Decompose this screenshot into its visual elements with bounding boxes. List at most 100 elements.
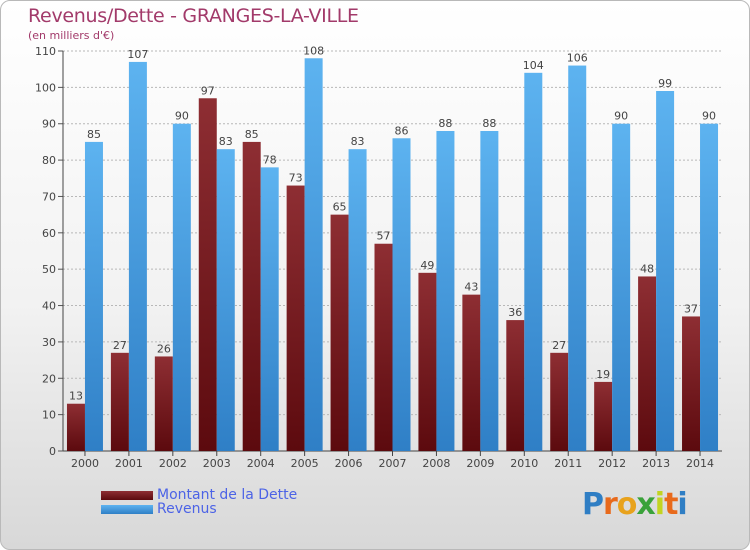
logo-letter: o [616,487,638,522]
debt-value-label: 19 [596,368,610,381]
y-tick-label: 110 [35,45,56,58]
debt-value-label: 43 [464,281,478,294]
logo-letter: t [664,487,678,522]
x-tick-label: 2013 [642,457,670,470]
x-tick-label: 2002 [159,457,187,470]
debt-bar [198,98,217,451]
y-tick-label: 70 [42,190,56,203]
x-tick-label: 2008 [422,457,450,470]
legend-swatch-debt [101,491,153,500]
debt-value-label: 26 [157,342,171,355]
revenus-value-label: 88 [438,117,452,130]
chart-subtitle: (en milliers d'€) [28,29,115,42]
revenus-value-label: 90 [614,110,628,123]
x-tick-label: 2004 [247,457,275,470]
debt-bar [550,352,569,451]
revenus-bar [700,123,719,452]
debt-bar [506,320,525,451]
logo-letter: x [636,487,655,522]
revenus-bar [392,138,411,452]
legend-label-debt: Montant de la Dette [157,487,298,503]
x-tick-label: 2014 [686,457,714,470]
revenus-value-label: 99 [658,77,672,90]
x-tick-label: 2011 [554,457,582,470]
debt-value-label: 13 [69,390,83,403]
debt-value-label: 57 [377,230,391,243]
y-tick-label: 0 [49,445,56,458]
debt-value-label: 27 [552,339,566,352]
y-tick-label: 80 [42,154,56,167]
legend-swatch-revenus [101,505,153,514]
y-tick-label: 30 [42,336,56,349]
debt-value-label: 97 [201,84,215,97]
debt-bar [594,381,613,451]
x-tick-label: 2005 [291,457,319,470]
x-tick-label: 2003 [203,457,231,470]
debt-bar [462,294,481,451]
x-tick-label: 2007 [379,457,407,470]
revenus-bar [304,58,323,451]
y-tick-label: 20 [42,372,56,385]
logo-letter: i [677,487,687,522]
debt-value-label: 65 [333,201,347,214]
revenus-bar [524,72,543,452]
logo-letter: i [654,487,665,522]
x-tick-label: 2000 [71,457,99,470]
revenus-bar [568,65,587,451]
revenus-value-label: 106 [567,52,588,65]
debt-bar [66,403,85,451]
debt-bar [242,141,261,451]
legend-item-revenus: Revenus [101,501,341,518]
revenus-bar [84,141,103,451]
revenus-value-label: 85 [87,128,101,141]
debt-bar [418,272,437,451]
revenus-value-label: 90 [702,110,716,123]
revenus-bar [216,149,235,451]
x-tick-label: 2010 [510,457,538,470]
revenus-value-label: 90 [175,110,189,123]
debt-value-label: 73 [289,172,303,185]
debt-value-label: 37 [684,302,698,315]
debt-bar [154,356,173,451]
revenus-value-label: 88 [482,117,496,130]
legend-label-revenus: Revenus [157,501,217,517]
y-tick-label: 60 [42,227,56,240]
x-tick-label: 2006 [335,457,363,470]
revenus-bar [612,123,631,452]
x-tick-label: 2009 [466,457,494,470]
y-tick-label: 40 [42,300,56,313]
debt-bar [682,316,701,451]
y-tick-label: 90 [42,118,56,131]
y-tick-label: 50 [42,263,56,276]
revenus-value-label: 83 [351,135,365,148]
revenus-bar [172,123,191,452]
debt-bar [638,276,657,451]
y-tick-label: 10 [42,409,56,422]
x-tick-label: 2012 [598,457,626,470]
x-tick-label: 2001 [115,457,143,470]
revenus-value-label: 83 [219,135,233,148]
debt-bar [374,243,393,451]
proxiti-logo: Proxiti [582,487,688,522]
debt-value-label: 49 [420,259,434,272]
y-tick-label: 100 [35,81,56,94]
debt-value-label: 85 [245,128,259,141]
revenus-value-label: 78 [263,153,277,166]
revenus-value-label: 108 [303,44,324,57]
revenus-value-label: 86 [395,124,409,137]
debt-bar [110,352,129,451]
legend-item-debt: Montant de la Dette [101,487,341,504]
revenus-bar [128,61,147,452]
revenus-bar [480,131,499,451]
revenus-value-label: 104 [523,59,544,72]
revenus-value-label: 107 [127,48,148,61]
debt-value-label: 27 [113,339,127,352]
revenus-bar [656,91,675,451]
revenus-bar [260,167,279,451]
debt-bar [330,214,349,451]
logo-letter: r [603,487,618,522]
debt-value-label: 48 [640,262,654,275]
revenus-bar [436,131,455,451]
